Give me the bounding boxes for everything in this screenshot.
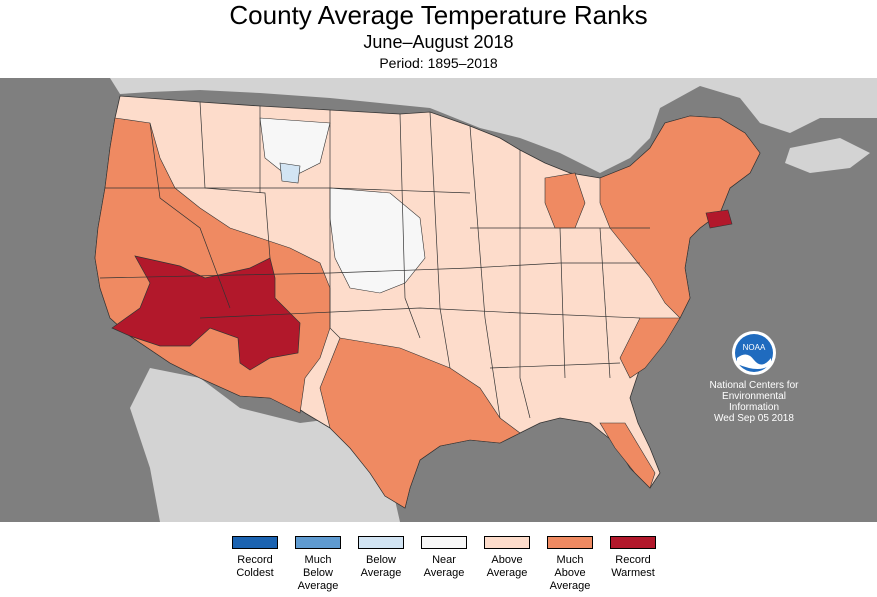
canada-land [0, 78, 877, 173]
nova-scotia-land [785, 138, 870, 173]
map-area: NOAA National Centers for Environmental … [0, 78, 877, 522]
legend-label: Record Coldest [236, 554, 274, 579]
region-near-average-montana [259, 117, 331, 179]
legend-label: Much Above Average [549, 554, 591, 592]
region-much-above-florida [599, 422, 656, 489]
credit-line-1: National Centers for [709, 380, 799, 391]
legend-label: Near Average [423, 554, 465, 579]
mexico-land [130, 368, 400, 522]
region-below-average-montana [279, 162, 301, 184]
legend-label: Below Average [360, 554, 402, 579]
credit-line-4: Wed Sep 05 2018 [714, 413, 794, 424]
legend-swatch [610, 536, 656, 549]
legend-swatch [358, 536, 404, 549]
legend: Record Coldest Much Below Average Below … [0, 536, 877, 597]
region-record-warmest-newengland [705, 209, 733, 229]
legend-swatch [547, 536, 593, 549]
legend-swatch [484, 536, 530, 549]
legend-swatch [232, 536, 278, 549]
legend-swatch [421, 536, 467, 549]
legend-swatch [295, 536, 341, 549]
region-much-above-texas [319, 337, 521, 509]
legend-label: Above Average [486, 554, 528, 579]
credit-line-3: Information [728, 402, 780, 413]
region-near-average-plains [329, 187, 426, 294]
legend-label: Much Below Average [297, 554, 339, 592]
noaa-logo-text: NOAA [743, 343, 766, 352]
credit-block: National Centers for Environmental Infor… [694, 380, 814, 424]
region-record-warmest-southwest [111, 255, 301, 371]
noaa-logo-icon: NOAA [732, 331, 776, 375]
state-borders [99, 101, 650, 419]
credit-line-2: Environmental [722, 391, 786, 402]
legend-label: Record Warmest [611, 554, 655, 579]
map-title: County Average Temperature Ranks [229, 0, 648, 30]
map-period: Period: 1895–2018 [379, 55, 498, 71]
region-much-above-carolinas [619, 317, 681, 379]
us-map [0, 78, 877, 522]
map-subtitle: June–August 2018 [363, 32, 514, 52]
